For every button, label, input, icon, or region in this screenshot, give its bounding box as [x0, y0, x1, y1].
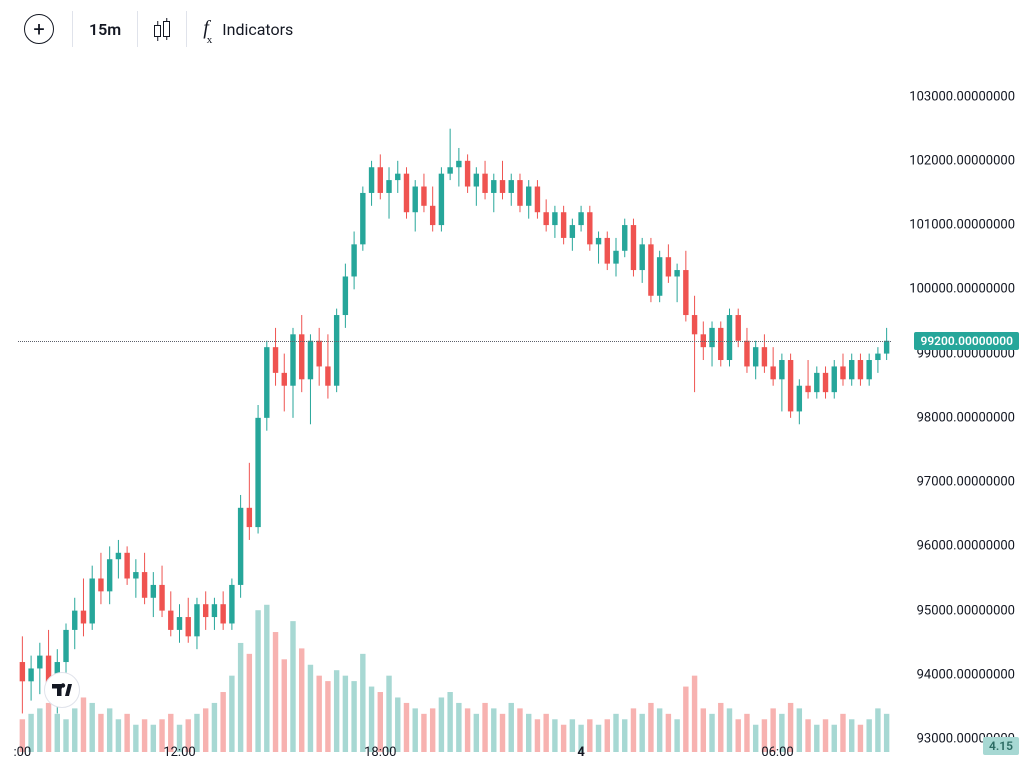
chart-style-selector[interactable]	[138, 11, 187, 47]
tradingview-logo[interactable]	[44, 672, 80, 708]
x-tick-label: 18:00	[364, 745, 396, 760]
y-tick-label: 95000.00000000	[917, 603, 1015, 618]
y-tick-label: 100000.00000000	[909, 282, 1015, 297]
timeframe-label: 15m	[89, 20, 121, 39]
y-tick-label: 103000.00000000	[909, 89, 1015, 104]
x-axis[interactable]: :0012:0018:00406:00	[18, 740, 891, 762]
x-tick-label: :00	[13, 745, 31, 760]
tv-logo-icon	[52, 683, 72, 697]
y-axis[interactable]: 93000.0000000094000.0000000095000.000000…	[891, 58, 1023, 752]
indicators-button[interactable]: fx Indicators	[187, 11, 309, 47]
x-tick-label: 06:00	[761, 745, 793, 760]
volume-tag: 4.15	[983, 737, 1019, 755]
y-tick-label: 96000.00000000	[917, 539, 1015, 554]
add-button[interactable]: +	[16, 11, 73, 47]
x-tick-label: 12:00	[163, 745, 195, 760]
x-tick-label: 4	[577, 745, 584, 760]
chart-canvas	[18, 58, 891, 752]
y-tick-label: 102000.00000000	[909, 153, 1015, 168]
timeframe-selector[interactable]: 15m	[73, 11, 138, 47]
y-tick-label: 97000.00000000	[917, 475, 1015, 490]
current-price-line	[18, 341, 891, 342]
y-tick-label: 94000.00000000	[917, 667, 1015, 682]
candlestick-icon	[154, 21, 170, 37]
price-chart[interactable]	[18, 58, 891, 752]
fx-icon: fx	[203, 17, 214, 42]
plus-icon: +	[24, 14, 54, 44]
y-tick-label: 98000.00000000	[917, 410, 1015, 425]
chart-toolbar: + 15m fx Indicators	[0, 0, 309, 58]
current-price-tag: 99200.00000000	[914, 332, 1019, 350]
y-tick-label: 101000.00000000	[909, 218, 1015, 233]
indicators-label: Indicators	[222, 20, 293, 39]
